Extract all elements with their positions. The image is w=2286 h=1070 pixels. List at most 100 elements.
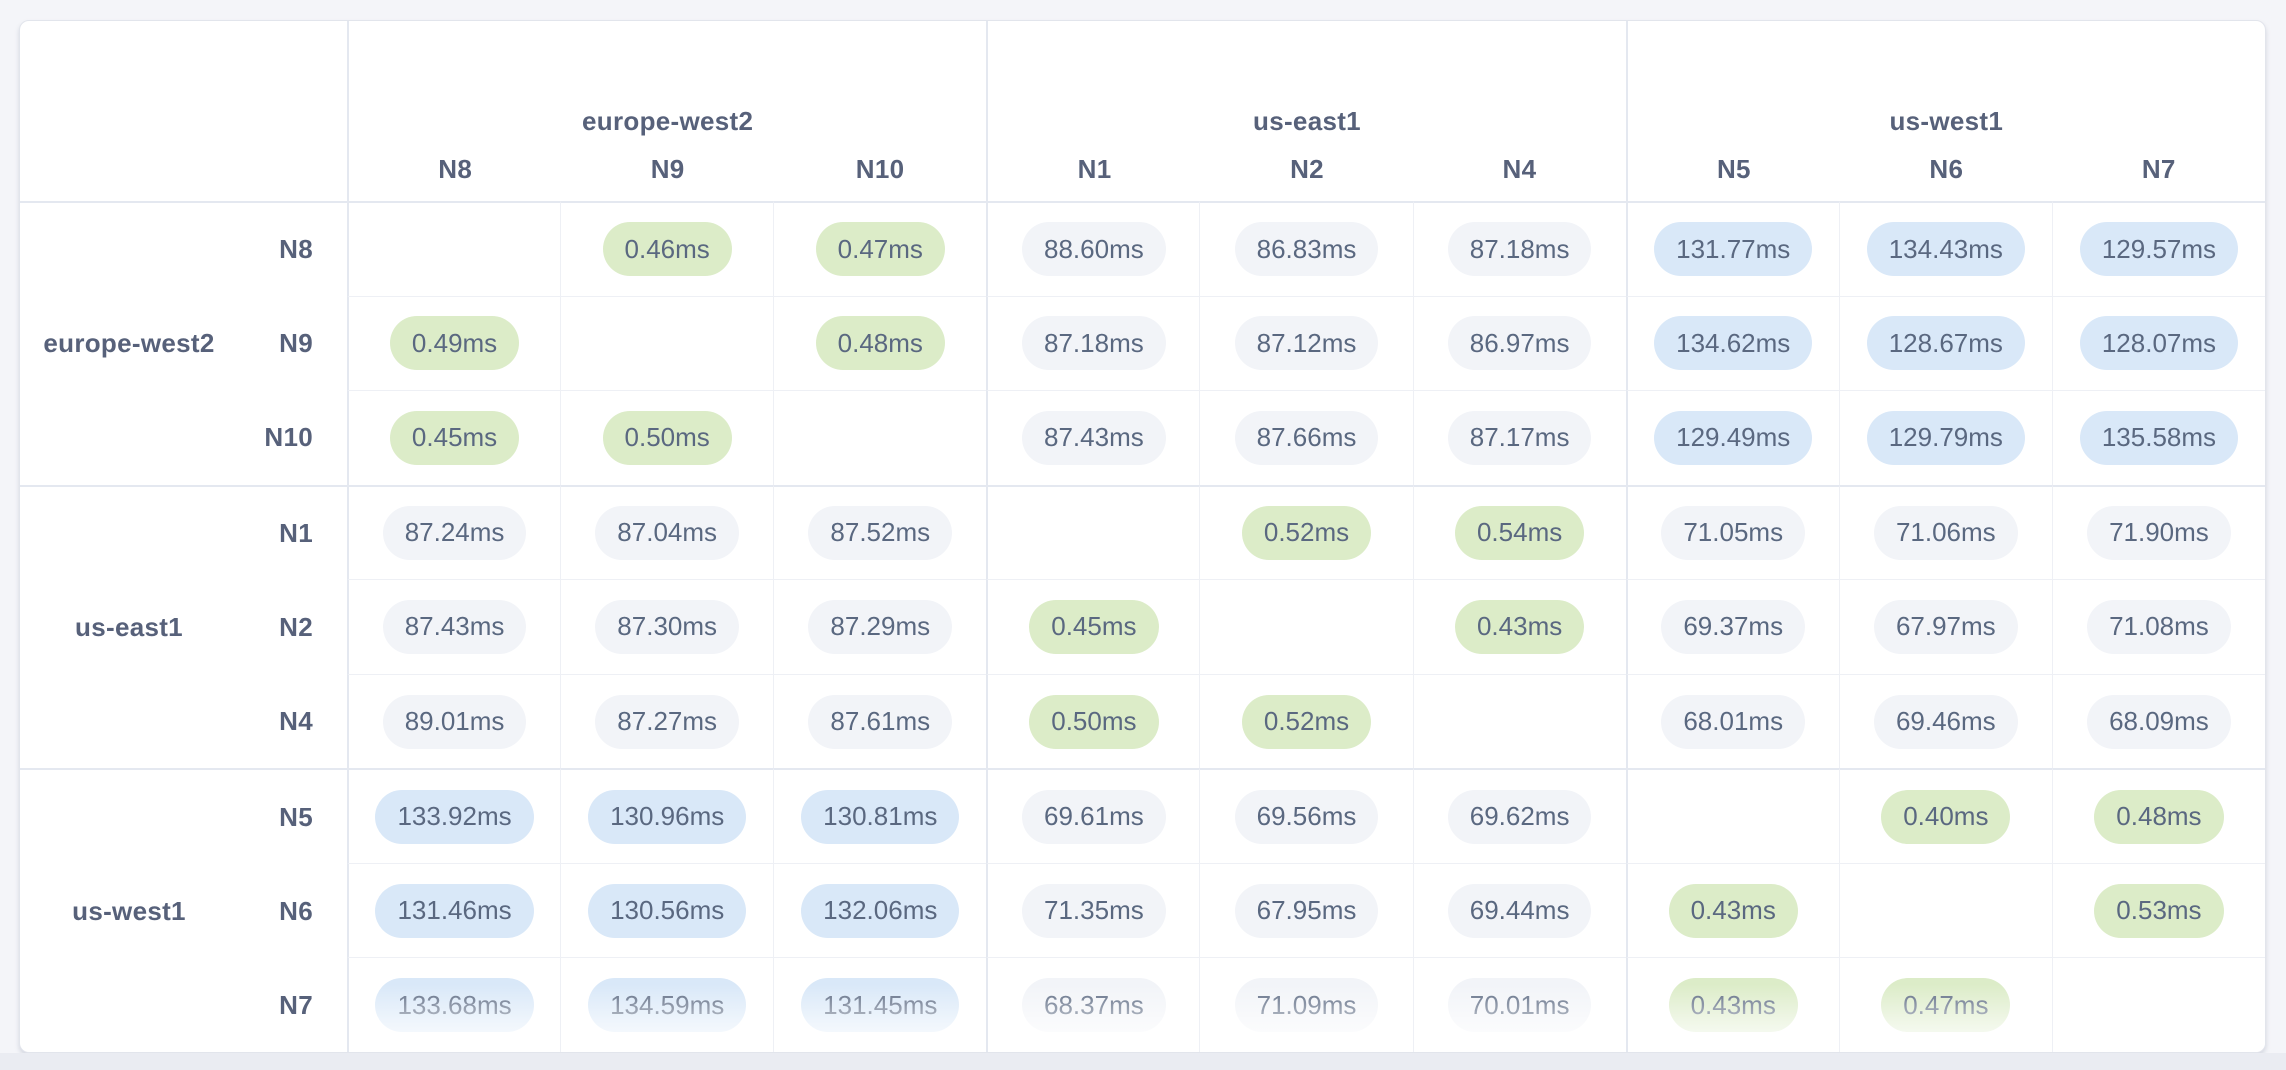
latency-cell: 87.30ms — [560, 579, 774, 674]
latency-cell: 0.48ms — [773, 295, 987, 391]
latency-pill: 0.50ms — [1029, 694, 1159, 749]
latency-cell: 71.06ms — [1838, 484, 2052, 580]
latency-pill: 0.45ms — [1029, 599, 1159, 654]
latency-pill: 87.18ms — [1022, 316, 1166, 371]
latency-cell: 0.47ms — [773, 201, 987, 296]
latency-cell: 71.35ms — [986, 862, 1200, 958]
row-region-label: us-west1 — [72, 895, 186, 926]
latency-cell: 87.18ms — [986, 295, 1200, 391]
latency-pill: 128.67ms — [1866, 316, 2025, 371]
latency-cell — [2051, 957, 2265, 1052]
column-region-header: us-west1 N5 N6 N7 — [1625, 21, 2265, 201]
latency-cell: 87.66ms — [1199, 390, 1413, 485]
latency-cell: 0.53ms — [2051, 862, 2265, 958]
latency-pill: 134.62ms — [1654, 316, 1813, 371]
column-region-label: us-east1 — [1253, 106, 1361, 136]
latency-cell: 134.59ms — [560, 957, 774, 1052]
latency-pill: 71.90ms — [2087, 505, 2231, 560]
latency-pill: 0.43ms — [1454, 599, 1585, 654]
latency-cell: 0.43ms — [1625, 957, 1839, 1052]
latency-pill: 87.17ms — [1447, 410, 1592, 465]
latency-cell: 131.46ms — [347, 862, 561, 958]
latency-cell — [773, 390, 987, 485]
latency-pill: 68.01ms — [1661, 694, 1806, 749]
latency-cell: 71.90ms — [2051, 484, 2265, 580]
row-node-label: N7 — [279, 989, 313, 1020]
latency-pill: 0.48ms — [815, 316, 945, 371]
latency-cell: 0.50ms — [986, 673, 1200, 769]
latency-cell: 71.05ms — [1625, 484, 1839, 580]
latency-cell — [1199, 579, 1413, 674]
latency-pill: 87.43ms — [382, 599, 527, 654]
latency-cell: 89.01ms — [347, 673, 561, 769]
latency-cell: 131.45ms — [773, 957, 987, 1052]
latency-pill: 87.43ms — [1022, 410, 1166, 465]
latency-cell: 69.62ms — [1412, 768, 1626, 863]
latency-cell: 68.09ms — [2051, 673, 2265, 769]
latency-cell — [986, 484, 1200, 580]
latency-pill: 87.27ms — [595, 694, 740, 749]
latency-cell: 68.01ms — [1625, 673, 1839, 769]
row-region-header: us-east1 N1 N2 N4 — [20, 484, 347, 769]
latency-cell: 87.18ms — [1412, 201, 1626, 296]
latency-cell: 68.37ms — [986, 957, 1200, 1052]
row-region-header: europe-west2 N8 N9 N10 — [20, 201, 347, 485]
latency-pill: 129.79ms — [1866, 410, 2025, 465]
latency-pill: 0.40ms — [1881, 789, 2011, 844]
latency-pill: 133.68ms — [375, 978, 534, 1033]
latency-cell: 69.37ms — [1625, 579, 1839, 674]
latency-cell: 130.96ms — [560, 768, 774, 863]
latency-pill: 69.62ms — [1447, 789, 1592, 844]
latency-pill: 131.46ms — [375, 883, 534, 938]
latency-cell: 134.43ms — [1838, 201, 2052, 296]
latency-pill: 87.52ms — [808, 505, 953, 560]
latency-pill: 71.06ms — [1873, 505, 2018, 560]
latency-cell: 0.52ms — [1199, 673, 1413, 769]
latency-grid: europe-west2 N8 N9 N10 us-east1 N1 N2 N4 us-west… — [20, 21, 2265, 1052]
latency-pill: 71.09ms — [1234, 978, 1379, 1033]
latency-cell: 71.08ms — [2051, 579, 2265, 674]
latency-pill: 69.44ms — [1447, 883, 1592, 938]
latency-cell: 87.52ms — [773, 484, 987, 580]
column-node-label: N2 — [1290, 153, 1324, 184]
latency-pill: 88.60ms — [1022, 222, 1166, 277]
latency-cell: 87.24ms — [347, 484, 561, 580]
latency-pill: 0.46ms — [602, 222, 732, 277]
latency-cell: 0.49ms — [347, 295, 561, 391]
latency-cell: 130.56ms — [560, 862, 774, 958]
row-region-label: us-east1 — [75, 611, 183, 642]
latency-pill: 69.61ms — [1022, 789, 1166, 844]
latency-pill: 0.49ms — [389, 316, 520, 371]
latency-cell: 129.49ms — [1625, 390, 1839, 485]
latency-pill: 89.01ms — [382, 694, 527, 749]
latency-cell: 131.77ms — [1625, 201, 1839, 296]
latency-pill: 69.46ms — [1873, 694, 2018, 749]
latency-pill: 87.12ms — [1234, 316, 1379, 371]
latency-pill: 87.24ms — [382, 505, 527, 560]
row-node-label: N1 — [279, 518, 313, 549]
bottom-strip — [0, 1053, 2286, 1070]
latency-pill: 0.47ms — [815, 222, 945, 277]
latency-pill: 132.06ms — [801, 883, 960, 938]
latency-cell: 87.61ms — [773, 673, 987, 769]
row-node-label: N10 — [264, 422, 313, 453]
latency-cell: 0.54ms — [1412, 484, 1626, 580]
latency-cell: 130.81ms — [773, 768, 987, 863]
latency-cell: 0.46ms — [560, 201, 774, 296]
latency-pill: 133.92ms — [375, 789, 534, 844]
row-node-label: N4 — [279, 705, 313, 736]
column-node-label: N9 — [650, 153, 685, 184]
latency-cell — [1412, 673, 1626, 769]
latency-pill: 87.61ms — [808, 694, 953, 749]
latency-cell: 0.52ms — [1199, 484, 1413, 580]
latency-cell: 69.61ms — [986, 768, 1200, 863]
latency-cell: 69.56ms — [1199, 768, 1413, 863]
latency-cell: 0.43ms — [1412, 579, 1626, 674]
latency-cell: 0.45ms — [347, 390, 561, 485]
latency-pill: 131.77ms — [1654, 222, 1813, 277]
row-region-label: europe-west2 — [43, 328, 215, 359]
latency-pill: 130.96ms — [588, 789, 747, 844]
latency-pill: 129.57ms — [2079, 222, 2239, 277]
latency-pill: 87.29ms — [808, 599, 953, 654]
latency-cell: 135.58ms — [2051, 390, 2265, 485]
